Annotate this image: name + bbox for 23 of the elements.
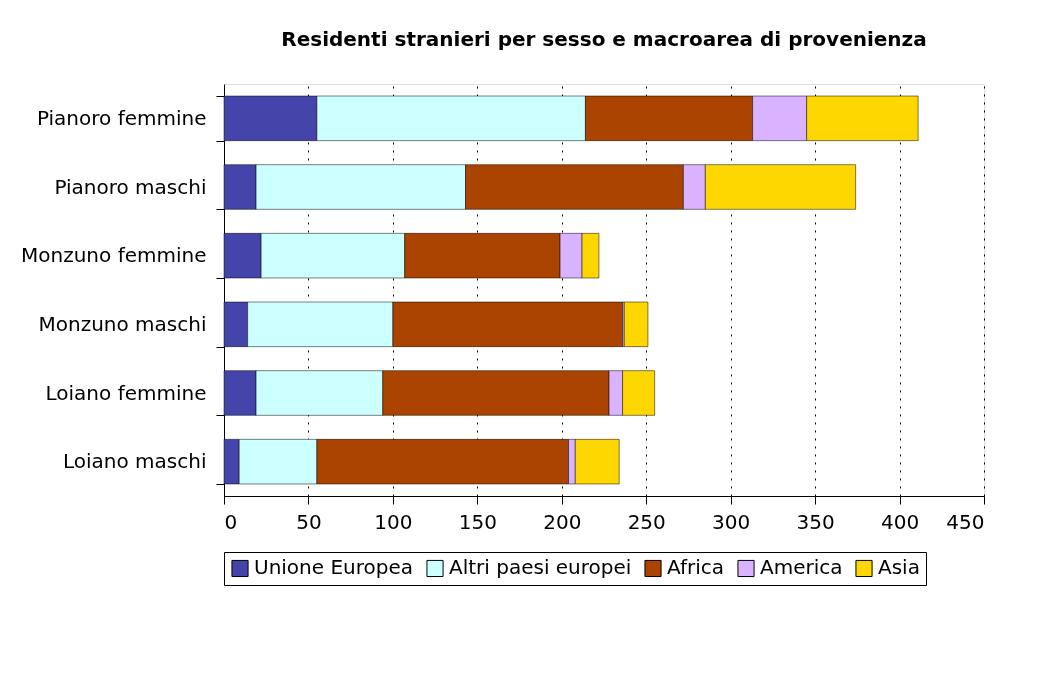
legend-label: Unione Europea bbox=[254, 555, 414, 580]
x-tick-label: 150 bbox=[458, 509, 497, 534]
legend-label: Africa bbox=[667, 555, 725, 580]
x-tick-label: 300 bbox=[712, 509, 751, 534]
y-tick-label: Loiano femmine bbox=[45, 380, 207, 405]
y-tick-label: Loiano maschi bbox=[63, 449, 207, 474]
y-tick-label: Monzuno maschi bbox=[38, 311, 207, 336]
x-tick-label: 350 bbox=[796, 509, 835, 534]
x-tick-label: 400 bbox=[880, 509, 920, 534]
legend-label: Altri paesi europei bbox=[449, 555, 632, 580]
x-tick-label: 200 bbox=[543, 509, 582, 534]
x-tick-label: 0 bbox=[224, 509, 238, 534]
legend-label: America bbox=[760, 555, 843, 580]
y-tick-label: Monzuno femmine bbox=[21, 243, 207, 268]
x-tick-label: 450 bbox=[946, 509, 985, 534]
y-tick-label: Pianoro maschi bbox=[54, 174, 207, 199]
chart-title: Residenti stranieri per sesso e macroarea di provenienza bbox=[281, 27, 927, 51]
x-tick-label: 100 bbox=[374, 509, 413, 534]
x-tick-label: 50 bbox=[296, 509, 322, 534]
x-tick-label: 250 bbox=[627, 509, 666, 534]
y-tick-label: Pianoro femmine bbox=[36, 105, 207, 130]
legend-label: Asia bbox=[878, 555, 920, 580]
bar bbox=[624, 301, 649, 347]
